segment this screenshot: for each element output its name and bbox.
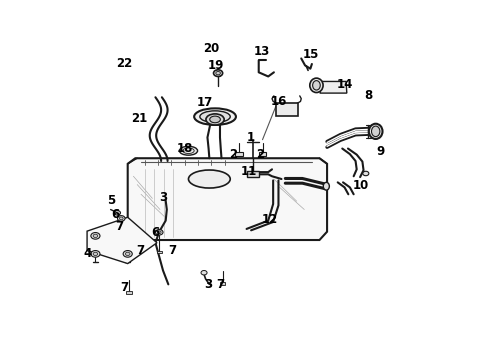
Text: 3: 3 <box>204 278 213 291</box>
Ellipse shape <box>210 116 220 123</box>
Ellipse shape <box>369 124 383 139</box>
Text: 14: 14 <box>337 78 353 91</box>
Bar <box>235 152 243 156</box>
Bar <box>259 152 267 156</box>
Circle shape <box>214 70 222 76</box>
Ellipse shape <box>179 146 197 155</box>
Text: 18: 18 <box>177 142 193 155</box>
Text: 9: 9 <box>377 145 385 158</box>
Ellipse shape <box>194 108 236 125</box>
Text: 7: 7 <box>168 244 176 257</box>
Text: 4: 4 <box>84 247 92 260</box>
Text: 17: 17 <box>196 96 213 109</box>
Text: 6: 6 <box>111 208 119 221</box>
Text: 7: 7 <box>136 244 144 257</box>
Circle shape <box>363 171 369 176</box>
Circle shape <box>114 211 121 215</box>
Circle shape <box>91 233 100 239</box>
Circle shape <box>155 229 163 235</box>
Text: 7: 7 <box>120 281 128 294</box>
Ellipse shape <box>323 183 329 190</box>
Text: 2: 2 <box>256 148 264 161</box>
Ellipse shape <box>200 111 230 122</box>
Text: 7: 7 <box>115 220 123 233</box>
Ellipse shape <box>371 126 380 136</box>
Bar <box>126 291 131 293</box>
Polygon shape <box>319 81 347 93</box>
Bar <box>247 171 259 177</box>
Circle shape <box>123 251 132 257</box>
Text: 10: 10 <box>353 179 369 192</box>
Circle shape <box>157 231 161 234</box>
Circle shape <box>93 234 98 238</box>
Circle shape <box>120 217 123 220</box>
Text: 22: 22 <box>116 57 132 69</box>
Ellipse shape <box>189 170 230 188</box>
Text: 7: 7 <box>216 278 224 291</box>
Text: 20: 20 <box>203 42 220 55</box>
Text: 11: 11 <box>241 165 257 178</box>
Text: 8: 8 <box>364 89 372 102</box>
Bar <box>157 251 162 253</box>
Polygon shape <box>128 158 327 240</box>
Circle shape <box>93 252 98 256</box>
Text: 3: 3 <box>159 190 167 203</box>
Text: 21: 21 <box>131 112 147 125</box>
Text: 15: 15 <box>303 48 319 61</box>
Ellipse shape <box>310 78 323 93</box>
Ellipse shape <box>206 114 224 125</box>
Text: 13: 13 <box>254 45 270 58</box>
Bar <box>276 103 298 116</box>
Text: 12: 12 <box>261 213 277 226</box>
Text: 2: 2 <box>229 148 237 161</box>
Text: 6: 6 <box>151 226 160 239</box>
Text: 19: 19 <box>208 59 224 72</box>
Circle shape <box>201 270 207 275</box>
Circle shape <box>125 252 130 256</box>
Text: 16: 16 <box>270 95 287 108</box>
Polygon shape <box>87 217 157 264</box>
Text: 1: 1 <box>247 131 255 144</box>
Bar <box>220 283 225 285</box>
Ellipse shape <box>313 81 320 90</box>
Circle shape <box>118 216 125 221</box>
Circle shape <box>216 72 220 75</box>
Text: 5: 5 <box>107 194 116 207</box>
Circle shape <box>91 251 100 257</box>
